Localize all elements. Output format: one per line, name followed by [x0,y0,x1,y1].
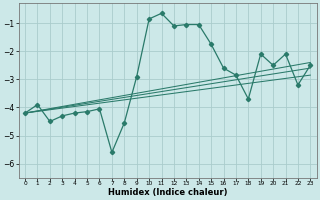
X-axis label: Humidex (Indice chaleur): Humidex (Indice chaleur) [108,188,228,197]
